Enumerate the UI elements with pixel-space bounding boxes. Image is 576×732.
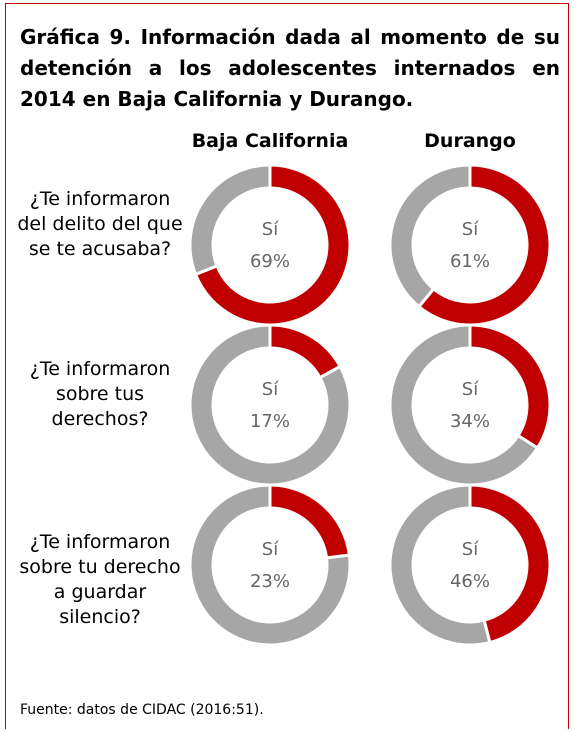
center-label: Sí: [462, 379, 479, 400]
value-label: 69%: [250, 251, 290, 272]
donut-segment: [268, 323, 343, 380]
donut-remainder: [188, 323, 352, 487]
center-label: Sí: [262, 379, 279, 400]
value-label: 34%: [450, 411, 490, 432]
donut-segment: [468, 483, 552, 645]
column-header: Durango: [424, 130, 516, 152]
value-label: 46%: [450, 571, 490, 592]
row-question: ¿Te informaron del delito del que se te …: [17, 188, 183, 260]
source-note: Fuente: datos de CIDAC (2016:51).: [20, 702, 264, 718]
donut-segment: [193, 163, 352, 327]
chart-title: Gráfica 9. Información dada al momento d…: [20, 25, 560, 111]
donut-remainder: [388, 323, 540, 487]
row-question: ¿Te informaron sobre tus derechos?: [29, 358, 171, 430]
column-header: Baja California: [191, 130, 349, 152]
center-label: Sí: [262, 219, 279, 240]
donut-segment: [468, 323, 552, 450]
donut-remainder: [388, 163, 472, 309]
value-label: 23%: [250, 571, 290, 592]
donut-remainder: [388, 483, 492, 647]
donut-segment: [268, 483, 352, 560]
center-label: Sí: [462, 539, 479, 560]
row-question: ¿Te informaron sobre tu derecho a guarda…: [19, 531, 181, 628]
center-label: Sí: [462, 219, 479, 240]
donut-remainder: [188, 483, 352, 647]
value-label: 17%: [250, 411, 290, 432]
donut-segment: [416, 163, 552, 327]
center-label: Sí: [262, 539, 279, 560]
value-label: 61%: [450, 251, 490, 272]
frame: [5, 3, 569, 729]
